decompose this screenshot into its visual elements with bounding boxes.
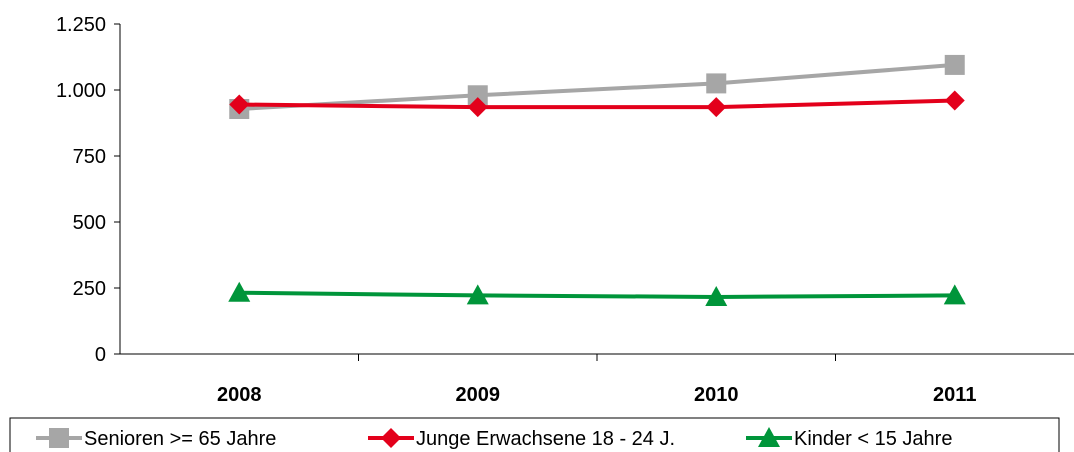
- chart-axes: [119, 24, 1074, 355]
- data-point: [705, 285, 728, 306]
- data-point: [467, 97, 488, 118]
- y-tick-label: 1.000: [56, 80, 106, 102]
- legend-swatch-marker: [381, 428, 401, 448]
- y-tick-label: 0: [95, 344, 106, 366]
- legend: Senioren >= 65 Jahre Junge Erwachsene 18 …: [9, 417, 1060, 452]
- legend-entry-label: Junge Erwachsene 18 - 24 J.: [416, 428, 675, 450]
- legend-entry-label: Senioren >= 65 Jahre: [84, 428, 276, 450]
- series-line: [239, 290, 955, 299]
- series-2: [229, 90, 965, 118]
- y-axis-ticks: 0 250 500 750 1.000 1.250: [56, 14, 120, 366]
- y-tick-label: 750: [73, 146, 106, 168]
- y-tick-label: 1.250: [56, 14, 106, 36]
- data-point: [229, 94, 250, 115]
- series-1: [229, 54, 965, 120]
- x-tick-label: 2008: [217, 384, 262, 406]
- legend-swatch-marker: [49, 428, 69, 448]
- legend-box: [9, 417, 1060, 452]
- x-axis-ticks: 2008 2009 2010 2011: [217, 354, 976, 406]
- x-tick-label: 2011: [933, 384, 976, 406]
- y-tick-label: 250: [73, 278, 106, 300]
- data-point: [706, 73, 727, 94]
- y-tick-label: 500: [73, 212, 106, 234]
- legend-swatch-marker: [758, 427, 780, 447]
- data-point: [943, 284, 966, 305]
- data-point: [944, 90, 965, 111]
- x-tick-label: 2010: [694, 384, 739, 406]
- series-line: [239, 98, 955, 110]
- series-layer: [228, 54, 966, 306]
- legend-entry-label: Kinder < 15 Jahre: [794, 428, 952, 450]
- data-point: [228, 281, 251, 302]
- data-point: [944, 54, 965, 75]
- data-point: [466, 284, 489, 305]
- series-3: [228, 281, 966, 306]
- data-point: [467, 85, 488, 106]
- data-point: [706, 97, 727, 118]
- series-line: [239, 62, 955, 112]
- x-tick-label: 2009: [456, 384, 501, 406]
